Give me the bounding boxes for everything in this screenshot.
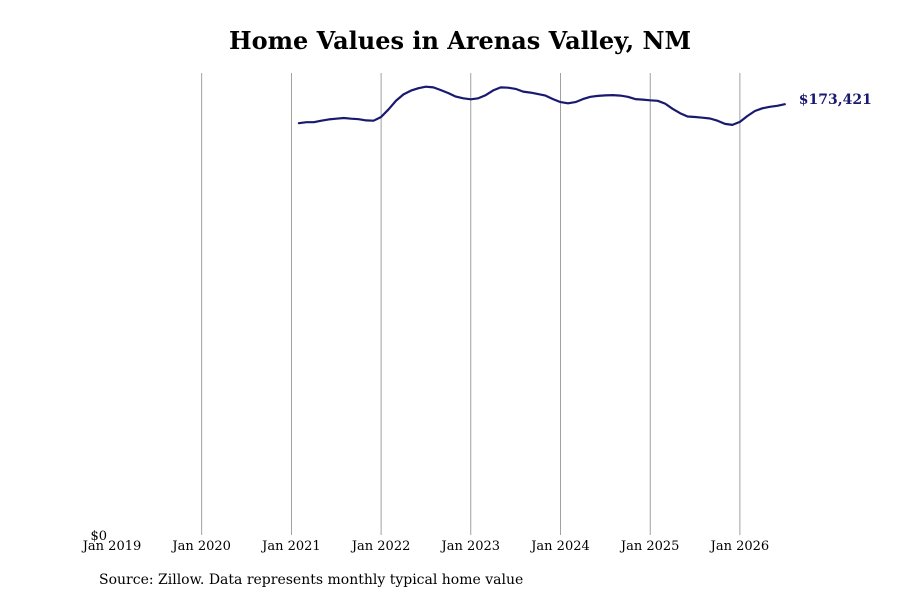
x-tick-label: Jan 2026 bbox=[709, 539, 770, 554]
y-tick-label: $0 bbox=[90, 529, 107, 544]
gridlines bbox=[201, 73, 741, 535]
source-note: Source: Zillow. Data represents monthly … bbox=[99, 572, 524, 588]
x-tick-label: Jan 2024 bbox=[529, 539, 590, 554]
home-value-line bbox=[297, 85, 786, 126]
x-tick-label: Jan 2021 bbox=[260, 539, 321, 554]
x-tick-label: Jan 2019 bbox=[81, 539, 142, 554]
chart-title: Home Values in Arenas Valley, NM bbox=[228, 26, 692, 55]
x-tick-label: Jan 2020 bbox=[170, 539, 231, 554]
y-axis-tick-labels: $0 bbox=[90, 529, 107, 544]
x-axis-tick-labels: Jan 2019 Jan 2020 Jan 2021 Jan 2022 Jan 2023… bbox=[81, 539, 769, 554]
x-tick-label: Jan 2025 bbox=[619, 539, 680, 554]
latest-value-label: $173,421 bbox=[799, 92, 872, 108]
x-tick-label: Jan 2023 bbox=[440, 539, 501, 554]
x-tick-label: Jan 2022 bbox=[350, 539, 411, 554]
